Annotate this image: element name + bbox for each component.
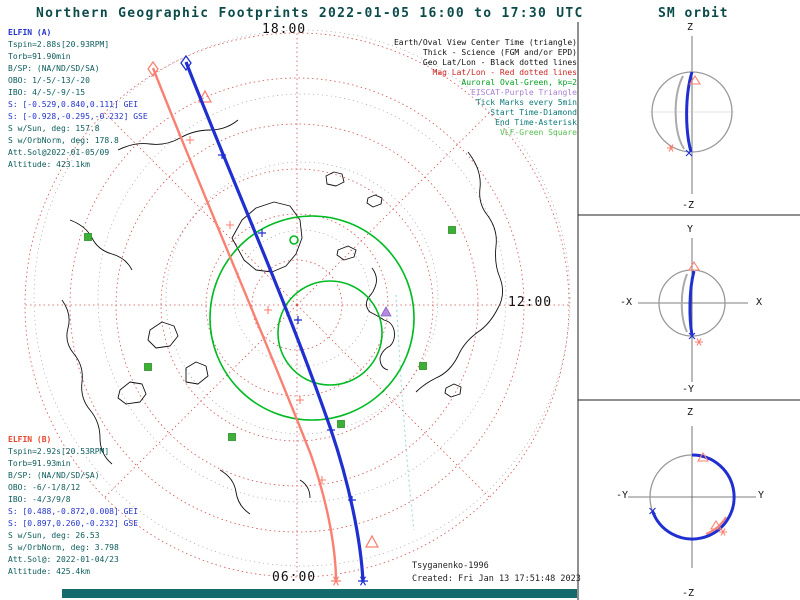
elfin-b-s-orbnorm: S w/OrbNorm, deg: 3.798: [8, 543, 119, 552]
track-cross: [649, 507, 656, 515]
elfin-a-tspin: Tspin=2.88s[20.93RPM]: [8, 40, 110, 49]
legend-start-time: Start Time-Diamond: [490, 108, 577, 117]
mlt-label-06: 06:00: [272, 570, 317, 585]
map-legend: Earth/Oval View Center Time (triangle) T…: [385, 38, 577, 138]
elfin-b-ibo: IBO: -4/3/9/8: [8, 495, 71, 504]
elfin-a-info: ELFIN (A) Tspin=2.88s[20.93RPM] Torb=91.…: [8, 27, 148, 171]
orbit-arc-gray: [674, 75, 685, 150]
elfin-b-info: ELFIN (B) Tspin=2.92s[20.53RPM] Torb=91.…: [8, 434, 138, 578]
end-asterisk: [719, 528, 727, 536]
legend-auroral-oval: Auroral Oval-Green, kp=2: [461, 78, 577, 87]
legend-end-time: End Time-Asterisk: [495, 118, 577, 127]
end-asterisk: [667, 144, 675, 152]
track-cross: [688, 332, 696, 340]
elfin-a-footprint: [180, 54, 368, 586]
elfin-a-bsp: B/SP: (NA/ND/SD/SA): [8, 64, 100, 73]
elfin-a-attsol: Att.Sol@2022-01-05/09: [8, 148, 110, 157]
elfin-a-ibo: IBO: 4/-5/-9/-15: [8, 88, 86, 97]
elfin-b-bsp: B/SP: (NA/ND/SD/SA): [8, 471, 100, 480]
legend-center-time: Earth/Oval View Center Time (triangle): [393, 38, 577, 47]
elfin-b-track: [151, 67, 338, 583]
legend-geo-grid: Geo Lat/Lon - Black dotted lines: [422, 58, 577, 67]
elfin-b-s-gei: S: [0.488,-0.872,0.008] GEI: [8, 507, 139, 516]
p3-axis-neg-y: -Y: [616, 490, 629, 501]
mlt-label-18: 18:00: [262, 22, 307, 37]
bottom-colorbar: [62, 589, 577, 598]
auroral-oval: [209, 215, 415, 421]
elfin-a-end-asterisk: [358, 576, 368, 586]
mlt-label-12: 12:00: [508, 295, 553, 310]
end-asterisk: [695, 338, 703, 346]
oval-center-time-marker: [289, 235, 299, 245]
model-label: Tsyganenko-1996: [412, 561, 489, 571]
sm-orbit-panel-3: [628, 426, 756, 568]
elfin-a-s-orbnorm: S w/OrbNorm, deg: 178.8: [8, 136, 119, 145]
sm-orbit-panel-2: [638, 238, 748, 382]
elfin-b-attsol: Att.Sol@: 2022-01-04/23: [8, 555, 119, 564]
elfin-b-tspin: Tspin=2.92s[20.53RPM]: [8, 447, 110, 456]
orbit-arc-blue: [651, 453, 736, 541]
p3-axis-z: Z: [687, 407, 694, 418]
elfin-b-altitude: Altitude: 425.4km: [8, 567, 90, 576]
orbit-arc-blue: [685, 71, 694, 153]
elfin-b-tick-marks: [186, 136, 326, 484]
elfin-b-torb: Torb=91.93min: [8, 459, 71, 468]
elfin-a-s-gse: S: [-0.928,-0.295,-0.232] GSE: [8, 112, 148, 121]
page-title: Northern Geographic Footprints 2022-01-0…: [36, 6, 584, 21]
geo-grid: [33, 29, 571, 567]
elfin-b-obo: OBO: -6/-1/8/12: [8, 483, 81, 492]
terminator-line: [395, 294, 415, 531]
p3-axis-y: Y: [758, 490, 765, 501]
elfin-a-title: ELFIN (A): [8, 28, 52, 37]
orbit-arc-salmon: [705, 516, 727, 535]
p2-axis-neg-y: -Y: [682, 384, 695, 395]
center-time-triangle-2: [710, 519, 722, 530]
panel-dividers: [577, 22, 800, 600]
p2-axis-y: Y: [687, 224, 694, 235]
elfin-b-start-diamond: [147, 60, 159, 78]
elfin-a-track: [184, 61, 365, 583]
legend-mag-grid: Mag Lat/Lon - Red dotted lines: [432, 68, 578, 77]
elfin-b-footprint: [147, 60, 380, 586]
legend-eiscat: EISCAT-Purple Triangle: [471, 88, 577, 97]
created-label: Created: Fri Jan 13 17:51:48 2023: [412, 574, 581, 584]
auroral-oval-inner: [277, 280, 383, 386]
elfin-a-obo: OBO: 1/-5/-13/-20: [8, 76, 90, 85]
p1-axis-z: Z: [687, 22, 694, 33]
elfin-b-s-gse: S: [0.897,0.260,-0.232] GSE: [8, 519, 139, 528]
legend-thick-science: Thick - Science (FGM and/or EPD): [422, 48, 577, 57]
p1-axis-neg-z: -Z: [682, 200, 695, 211]
elfin-a-torb: Torb=91.90min: [8, 52, 71, 61]
elfin-b-s-sun: S w/Sun, deg: 26.53: [8, 531, 100, 540]
eiscat-triangle: [380, 306, 392, 317]
center-time-triangle: [689, 74, 701, 85]
legend-vlf: VLF-Green Square: [499, 128, 577, 137]
sm-orbit-panel-1: [650, 36, 734, 194]
sm-orbit-title: SM orbit: [658, 6, 729, 21]
coastline-islands: [117, 171, 462, 405]
elfin-a-s-gei: S: [-0.529,0.840,0.111] GEI: [8, 100, 139, 109]
elfin-b-end-asterisk: [331, 576, 341, 586]
p2-axis-neg-x: -X: [620, 297, 633, 308]
center-time-triangle: [697, 451, 709, 462]
legend-tick-marks: Tick Marks every 5min: [475, 98, 577, 107]
elfin-a-altitude: Altitude: 423.1km: [8, 160, 90, 169]
orbit-arc-blue: [688, 270, 696, 336]
elfin-a-start-diamond: [180, 54, 192, 72]
p2-axis-x: X: [756, 297, 763, 308]
track-cross: [685, 149, 693, 157]
elfin-b-center-triangle-bottom: [364, 534, 380, 548]
p3-axis-neg-z: -Z: [682, 588, 695, 599]
auroral-oval-outer: [209, 215, 415, 421]
mag-grid: [24, 32, 570, 578]
vlf-squares: [84, 226, 456, 441]
center-time-triangle: [688, 260, 700, 271]
elfin-b-center-triangle-top: [197, 89, 213, 103]
elfin-a-tick-marks: [218, 151, 356, 504]
orbit-arc-gray: [680, 273, 688, 333]
elfin-b-title: ELFIN (B): [8, 435, 52, 444]
elfin-a-s-sun: S w/Sun, deg: 157.8: [8, 124, 100, 133]
